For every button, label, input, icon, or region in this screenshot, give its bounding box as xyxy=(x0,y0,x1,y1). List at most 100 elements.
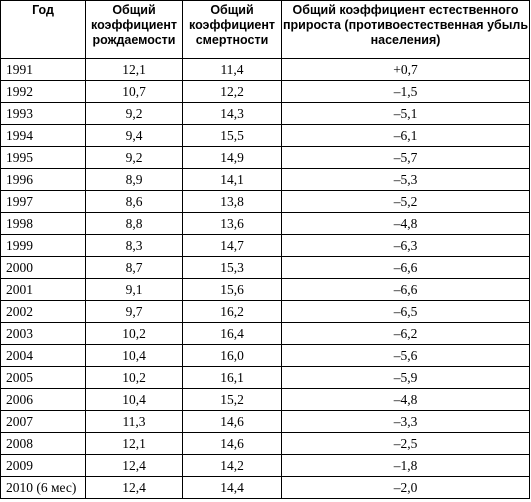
header-birth-rate: Общий коэффициент рождаемости xyxy=(85,0,183,59)
cell-year: 1995 xyxy=(0,146,86,169)
header-row: Год Общий коэффициент рождаемости Общий … xyxy=(0,0,530,59)
cell-birth-rate: 10,2 xyxy=(85,322,183,345)
cell-death-rate: 14,6 xyxy=(182,410,282,433)
cell-year: 1999 xyxy=(0,234,86,257)
table-row: 1996 8,9 14,1 –5,3 xyxy=(0,168,530,191)
cell-natural-growth: –6,6 xyxy=(281,256,530,279)
cell-birth-rate: 8,8 xyxy=(85,212,183,235)
cell-natural-growth: –6,5 xyxy=(281,300,530,323)
cell-death-rate: 15,5 xyxy=(182,124,282,147)
cell-year: 2008 xyxy=(0,432,86,455)
table-row: 2010 (6 мес) 12,4 14,4 –2,0 xyxy=(0,476,530,499)
cell-year: 2004 xyxy=(0,344,86,367)
cell-natural-growth: –5,1 xyxy=(281,102,530,125)
cell-natural-growth: –6,2 xyxy=(281,322,530,345)
cell-death-rate: 16,2 xyxy=(182,300,282,323)
cell-death-rate: 14,2 xyxy=(182,454,282,477)
table-row: 1997 8,6 13,8 –5,2 xyxy=(0,190,530,213)
cell-death-rate: 14,7 xyxy=(182,234,282,257)
cell-natural-growth: –6,1 xyxy=(281,124,530,147)
cell-death-rate: 13,8 xyxy=(182,190,282,213)
cell-year: 2003 xyxy=(0,322,86,345)
header-death-rate: Общий коэффициент смертности xyxy=(182,0,282,59)
table-row: 1994 9,4 15,5 –6,1 xyxy=(0,124,530,147)
cell-natural-growth: –2,0 xyxy=(281,476,530,499)
cell-natural-growth: –2,5 xyxy=(281,432,530,455)
cell-birth-rate: 10,7 xyxy=(85,80,183,103)
cell-death-rate: 14,1 xyxy=(182,168,282,191)
cell-year: 2005 xyxy=(0,366,86,389)
table-row: 2005 10,2 16,1 –5,9 xyxy=(0,366,530,389)
cell-death-rate: 16,4 xyxy=(182,322,282,345)
cell-natural-growth: –5,6 xyxy=(281,344,530,367)
cell-natural-growth: –1,8 xyxy=(281,454,530,477)
table-row: 2003 10,2 16,4 –6,2 xyxy=(0,322,530,345)
cell-natural-growth: –1,5 xyxy=(281,80,530,103)
cell-year: 2010 (6 мес) xyxy=(0,476,86,499)
cell-death-rate: 15,2 xyxy=(182,388,282,411)
cell-year: 1993 xyxy=(0,102,86,125)
cell-year: 1996 xyxy=(0,168,86,191)
cell-natural-growth: –6,6 xyxy=(281,278,530,301)
table-row: 1991 12,1 11,4 +0,7 xyxy=(0,58,530,81)
cell-death-rate: 14,3 xyxy=(182,102,282,125)
cell-birth-rate: 10,4 xyxy=(85,388,183,411)
cell-death-rate: 16,1 xyxy=(182,366,282,389)
cell-natural-growth: –4,8 xyxy=(281,388,530,411)
cell-birth-rate: 9,2 xyxy=(85,102,183,125)
cell-natural-growth: –4,8 xyxy=(281,212,530,235)
cell-death-rate: 15,3 xyxy=(182,256,282,279)
cell-year: 1991 xyxy=(0,58,86,81)
cell-year: 1992 xyxy=(0,80,86,103)
cell-year: 1994 xyxy=(0,124,86,147)
cell-birth-rate: 9,4 xyxy=(85,124,183,147)
table-row: 2000 8,7 15,3 –6,6 xyxy=(0,256,530,279)
table-row: 2009 12,4 14,2 –1,8 xyxy=(0,454,530,477)
table-header: Год Общий коэффициент рождаемости Общий … xyxy=(0,0,530,59)
cell-death-rate: 14,9 xyxy=(182,146,282,169)
cell-birth-rate: 12,1 xyxy=(85,58,183,81)
cell-birth-rate: 8,6 xyxy=(85,190,183,213)
cell-year: 2002 xyxy=(0,300,86,323)
cell-birth-rate: 8,3 xyxy=(85,234,183,257)
table-row: 1995 9,2 14,9 –5,7 xyxy=(0,146,530,169)
cell-birth-rate: 12,4 xyxy=(85,454,183,477)
cell-birth-rate: 8,9 xyxy=(85,168,183,191)
cell-year: 2009 xyxy=(0,454,86,477)
cell-death-rate: 11,4 xyxy=(182,58,282,81)
cell-natural-growth: –3,3 xyxy=(281,410,530,433)
table-row: 2001 9,1 15,6 –6,6 xyxy=(0,278,530,301)
cell-natural-growth: –6,3 xyxy=(281,234,530,257)
cell-birth-rate: 9,1 xyxy=(85,278,183,301)
cell-year: 2000 xyxy=(0,256,86,279)
cell-year: 1997 xyxy=(0,190,86,213)
cell-birth-rate: 10,4 xyxy=(85,344,183,367)
cell-death-rate: 12,2 xyxy=(182,80,282,103)
cell-death-rate: 16,0 xyxy=(182,344,282,367)
cell-birth-rate: 9,2 xyxy=(85,146,183,169)
cell-death-rate: 14,4 xyxy=(182,476,282,499)
cell-birth-rate: 12,1 xyxy=(85,432,183,455)
table-row: 2007 11,3 14,6 –3,3 xyxy=(0,410,530,433)
cell-death-rate: 14,6 xyxy=(182,432,282,455)
cell-natural-growth: +0,7 xyxy=(281,58,530,81)
cell-natural-growth: –5,7 xyxy=(281,146,530,169)
table-row: 1993 9,2 14,3 –5,1 xyxy=(0,102,530,125)
cell-natural-growth: –5,3 xyxy=(281,168,530,191)
table-row: 1999 8,3 14,7 –6,3 xyxy=(0,234,530,257)
cell-birth-rate: 11,3 xyxy=(85,410,183,433)
table-row: 1998 8,8 13,6 –4,8 xyxy=(0,212,530,235)
cell-year: 2001 xyxy=(0,278,86,301)
cell-year: 2006 xyxy=(0,388,86,411)
header-natural-growth: Общий коэффициент естественного прироста… xyxy=(281,0,530,59)
cell-year: 2007 xyxy=(0,410,86,433)
cell-birth-rate: 12,4 xyxy=(85,476,183,499)
cell-birth-rate: 8,7 xyxy=(85,256,183,279)
table-body: 1991 12,1 11,4 +0,7 1992 10,7 12,2 –1,5 1993 9,2 1… xyxy=(0,58,530,499)
header-year: Год xyxy=(0,0,86,59)
table-row: 2006 10,4 15,2 –4,8 xyxy=(0,388,530,411)
cell-birth-rate: 10,2 xyxy=(85,366,183,389)
cell-death-rate: 15,6 xyxy=(182,278,282,301)
cell-birth-rate: 9,7 xyxy=(85,300,183,323)
